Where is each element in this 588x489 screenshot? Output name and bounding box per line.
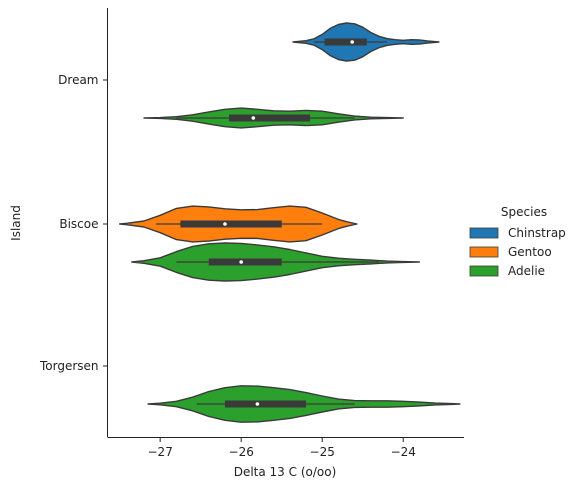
median-marker bbox=[350, 40, 354, 44]
x-tick-label: −27 bbox=[148, 445, 173, 459]
legend-label-chinstrap: Chinstrap bbox=[508, 226, 566, 240]
iqr-box bbox=[208, 258, 282, 266]
violins-layer bbox=[119, 22, 461, 423]
legend-swatch-adelie bbox=[469, 265, 499, 277]
iqr-box bbox=[224, 400, 307, 408]
legend-swatch-chinstrap bbox=[469, 227, 499, 239]
median-marker bbox=[223, 222, 227, 226]
x-axis-label: Delta 13 C (o/oo) bbox=[234, 465, 337, 479]
median-marker bbox=[255, 402, 260, 406]
y-ticks: Dream Biscoe Torgersen bbox=[39, 73, 108, 373]
y-axis-label: Island bbox=[9, 205, 23, 241]
iqr-box bbox=[324, 38, 367, 46]
legend: Species Chinstrap Gentoo Adelie bbox=[469, 205, 566, 278]
legend-title: Species bbox=[501, 205, 547, 219]
legend-label-adelie: Adelie bbox=[508, 264, 545, 278]
median-marker bbox=[251, 116, 256, 120]
x-ticks: −27 −26 −25 −24 bbox=[148, 437, 416, 459]
violin-biscoe-adelie bbox=[131, 242, 421, 282]
violin-torgersen-adelie bbox=[147, 385, 461, 423]
x-tick-label: −26 bbox=[229, 445, 254, 459]
violin-dream-chinstrap bbox=[292, 22, 440, 62]
iqr-box bbox=[229, 114, 311, 122]
x-tick-label: −24 bbox=[391, 445, 416, 459]
median-marker bbox=[239, 260, 243, 264]
violin-biscoe-gentoo bbox=[119, 205, 358, 243]
legend-swatch-gentoo bbox=[469, 246, 499, 258]
violin-dream-adelie bbox=[143, 107, 404, 129]
y-tick-label: Torgersen bbox=[39, 359, 99, 373]
legend-label-gentoo: Gentoo bbox=[508, 245, 552, 259]
y-tick-label: Biscoe bbox=[59, 217, 98, 231]
y-tick-label: Dream bbox=[58, 73, 98, 87]
x-tick-label: −25 bbox=[310, 445, 335, 459]
iqr-box bbox=[180, 220, 282, 228]
